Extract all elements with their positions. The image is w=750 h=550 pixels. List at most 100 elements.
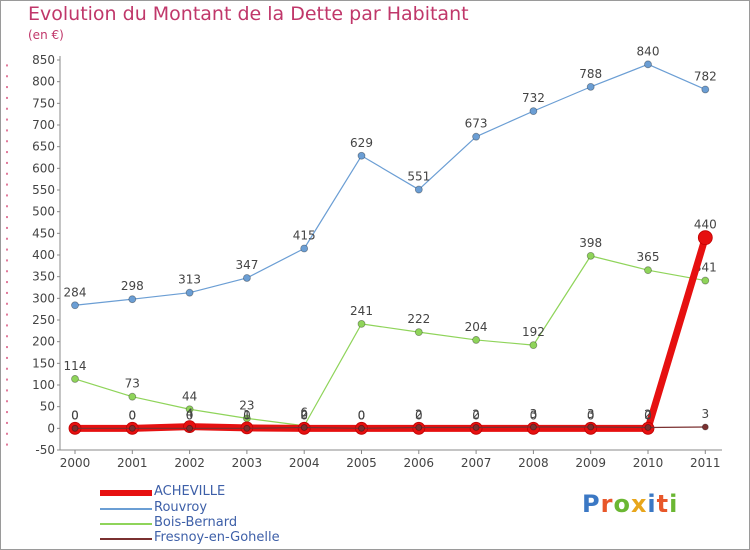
y-minor-mark [6,216,8,219]
data-label-bois-bernard: 241 [350,304,373,318]
y-minor-mark [6,161,8,164]
y-minor-mark [6,291,8,294]
y-minor-mark [6,400,8,403]
data-label-fresnoy-en-gohelle: 0 [128,408,136,422]
y-minor-mark [6,367,8,370]
data-point-fresnoy-en-gohelle [186,424,194,432]
y-minor-mark [6,356,8,359]
data-label-fresnoy-en-gohelle: 2 [472,407,480,421]
data-point-rouvroy [300,244,309,253]
data-label-rouvroy: 840 [637,44,660,58]
data-label-acheville: 0 [71,408,79,422]
data-label-rouvroy: 673 [465,117,488,131]
y-minor-mark [6,378,8,381]
data-label-fresnoy-en-gohelle: 3 [701,407,709,421]
y-tick-label: 650 [32,140,55,154]
y-minor-mark [6,389,8,392]
data-point-rouvroy [128,295,137,304]
x-tick-label: 2011 [690,456,721,470]
x-tick-label: 2001 [117,456,148,470]
data-point-fresnoy-en-gohelle [128,424,136,432]
logo-letter: t [656,490,670,518]
data-point-fresnoy-en-gohelle [472,424,480,431]
data-point-fresnoy-en-gohelle [644,424,652,431]
x-tick-label: 2006 [404,456,435,470]
legend-label-bois-bernard: Bois-Bernard [154,515,238,530]
data-label-fresnoy-en-gohelle: 3 [587,407,595,421]
y-minor-mark [6,226,8,229]
x-tick-label: 2010 [633,456,664,470]
y-tick-label: 750 [32,96,55,110]
x-tick-label: 2008 [518,456,549,470]
data-label-bois-bernard: 222 [407,312,430,326]
y-minor-mark [6,346,8,349]
logo-letter: x [630,490,648,518]
series-line-acheville [75,236,709,432]
series-line-fresnoy-en-gohelle [75,426,706,429]
data-point-rouvroy [529,107,538,116]
y-minor-mark [6,411,8,414]
data-label-fresnoy-en-gohelle: 0 [71,408,79,422]
data-label-acheville: 4 [186,407,194,421]
data-point-fresnoy-en-gohelle [701,423,709,431]
data-point-bois-bernard [414,328,423,337]
y-minor-mark [6,237,8,240]
data-label-acheville: 0 [644,408,652,422]
data-point-fresnoy-en-gohelle [587,423,595,431]
data-label-fresnoy-en-gohelle: 3 [530,407,538,421]
data-label-rouvroy: 415 [293,229,316,243]
data-point-rouvroy [644,60,652,69]
y-minor-mark [6,64,8,67]
data-point-bois-bernard [185,405,194,414]
proxiti-logo: Proxiti [582,490,678,518]
data-label-fresnoy-en-gohelle: 0 [186,408,194,422]
y-minor-mark [6,313,8,316]
data-point-acheville [697,230,713,246]
data-label-acheville: 0 [415,408,423,422]
logo-letter: i [647,490,657,518]
data-label-rouvroy: 788 [579,67,602,81]
data-point-rouvroy [414,185,423,194]
data-point-bois-bernard [529,341,538,350]
y-minor-mark [6,129,8,132]
y-tick-label: 100 [32,378,55,392]
legend-swatch-bois-bernard [100,523,152,525]
legend-label-rouvroy: Rouvroy [154,500,208,515]
data-label-rouvroy: 298 [121,279,144,293]
y-minor-mark [6,183,8,186]
y-minor-mark [6,140,8,143]
data-point-rouvroy [242,274,251,282]
y-minor-mark [6,107,8,110]
data-point-fresnoy-en-gohelle [300,424,308,431]
y-minor-mark [6,259,8,262]
data-label-bois-bernard: 73 [125,377,140,391]
chart-title: Evolution du Montant de la Dette par Hab… [28,3,469,25]
series-line-bois-bernard [74,255,706,427]
data-label-acheville: 0 [530,408,538,422]
y-minor-mark [6,86,8,89]
y-tick-label: 150 [32,356,55,370]
data-point-rouvroy [586,82,595,91]
data-label-fresnoy-en-gohelle: 2 [644,407,652,421]
data-label-bois-bernard: 365 [637,250,660,264]
y-minor-mark [6,302,8,305]
legend-label-acheville: ACHEVILLE [154,484,226,499]
y-minor-mark [6,248,8,251]
data-label-fresnoy-en-gohelle: 0 [358,408,366,422]
y-minor-mark [6,96,8,99]
y-tick-label: 200 [32,335,55,349]
data-label-acheville: 0 [472,408,480,422]
logo-letter: o [613,490,631,518]
legend-swatch-acheville [100,490,152,496]
data-label-bois-bernard: 192 [522,325,545,339]
y-minor-mark [6,335,8,338]
y-minor-mark [6,75,8,78]
y-tick-label: 700 [32,118,55,132]
chart-subtitle: (en €) [28,28,64,42]
data-label-rouvroy: 629 [350,136,373,150]
y-tick-label: 400 [32,248,55,262]
data-label-bois-bernard: 23 [239,398,254,412]
data-point-fresnoy-en-gohelle [415,424,423,431]
